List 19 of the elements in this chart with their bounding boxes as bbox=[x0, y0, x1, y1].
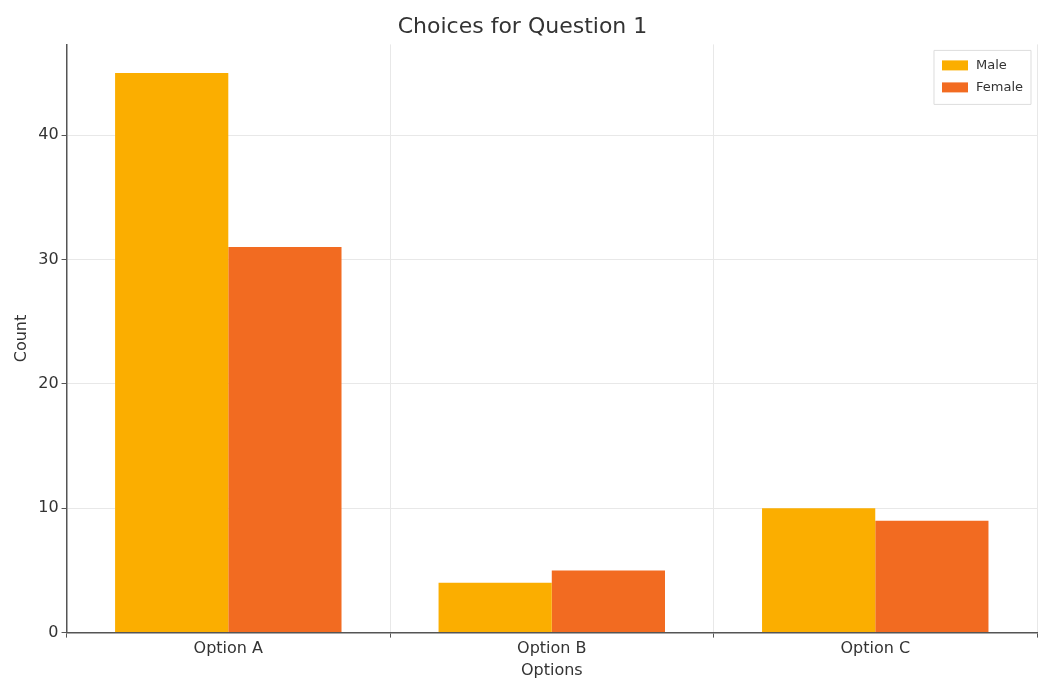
y-tick-label: 10 bbox=[38, 497, 59, 517]
bar bbox=[551, 570, 665, 633]
legend-label: Male bbox=[976, 56, 1007, 72]
y-tick-label: 0 bbox=[48, 621, 59, 641]
legend-label: Female bbox=[976, 78, 1024, 94]
bar bbox=[438, 582, 552, 633]
x-tick-label: Option B bbox=[517, 638, 587, 658]
x-tick-label: Option A bbox=[193, 638, 264, 658]
x-axis-title: Options bbox=[520, 659, 583, 679]
y-axis-title: Count bbox=[10, 314, 30, 363]
x-tick-label: Option C bbox=[840, 638, 911, 658]
bar bbox=[115, 73, 229, 633]
y-tick-label: 40 bbox=[38, 124, 59, 144]
chart-title: Choices for Question 1 bbox=[397, 12, 648, 38]
bar bbox=[228, 247, 342, 633]
y-tick-label: 20 bbox=[38, 373, 59, 393]
bar bbox=[762, 508, 876, 633]
y-tick-label: 30 bbox=[38, 248, 59, 268]
bar bbox=[875, 520, 989, 633]
